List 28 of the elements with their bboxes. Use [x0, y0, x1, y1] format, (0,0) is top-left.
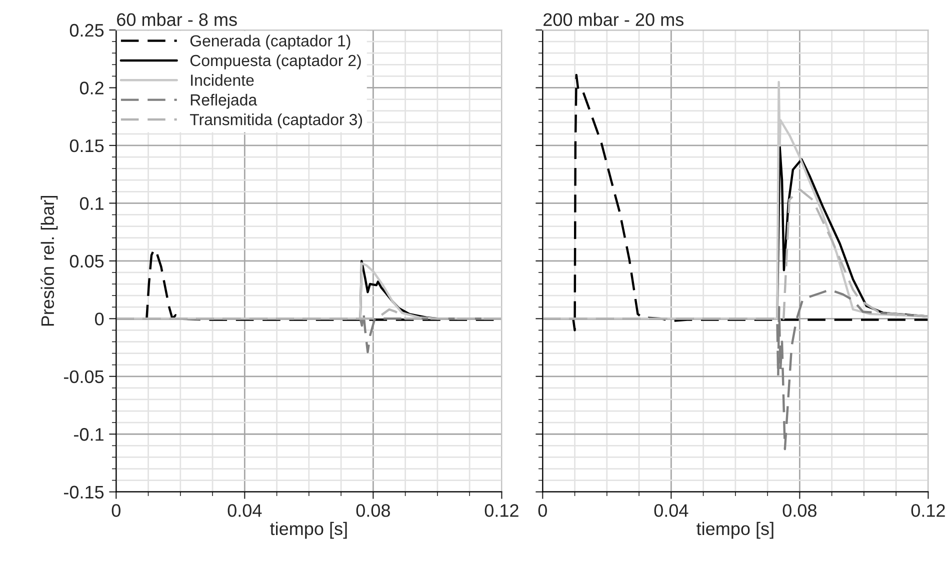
y-tick-label: 0.1	[80, 197, 104, 210]
x-tick-label: 0.12	[911, 504, 945, 517]
x-tick-label: 0.08	[782, 504, 816, 517]
line-series	[116, 308, 502, 320]
x-tick-label: 0.04	[228, 504, 262, 517]
y-tick-label: -0.05	[64, 370, 104, 384]
x-tick-label: 0.04	[654, 504, 688, 517]
legend-label: Generada (captador 1)	[190, 34, 350, 50]
x-tick-label: 0.08	[356, 504, 390, 517]
y-tick-label: -0.1	[74, 428, 104, 441]
y-tick-label: 0.2	[80, 82, 104, 94]
y-axis-title: Presión rel. [bar]	[40, 196, 58, 326]
y-tick-label: 0	[95, 312, 104, 326]
legend-label: Incidente	[191, 74, 254, 86]
y-tick-label: 0.25	[70, 24, 104, 37]
x-tick-label: 0	[112, 504, 120, 517]
y-tick-label: 0.15	[70, 139, 104, 152]
y-tick-label: 0.05	[70, 254, 104, 268]
legend-label: Reflejada	[190, 94, 258, 109]
x-tick-label: 0.12	[484, 504, 518, 517]
x-axis-title: tiempo [s]	[696, 522, 774, 539]
legend-label: Transmitida (captador 3)	[190, 114, 362, 128]
x-tick-label: 0	[538, 504, 547, 517]
y-tick-label: -0.15	[64, 486, 104, 499]
chart-title: 200 mbar - 20 ms	[544, 12, 684, 26]
chart-title: 60 mbar - 8 ms	[117, 12, 237, 26]
legend-label: Compuesta (captador 2)	[190, 54, 361, 70]
x-axis-title: tiempo [s]	[270, 522, 347, 539]
